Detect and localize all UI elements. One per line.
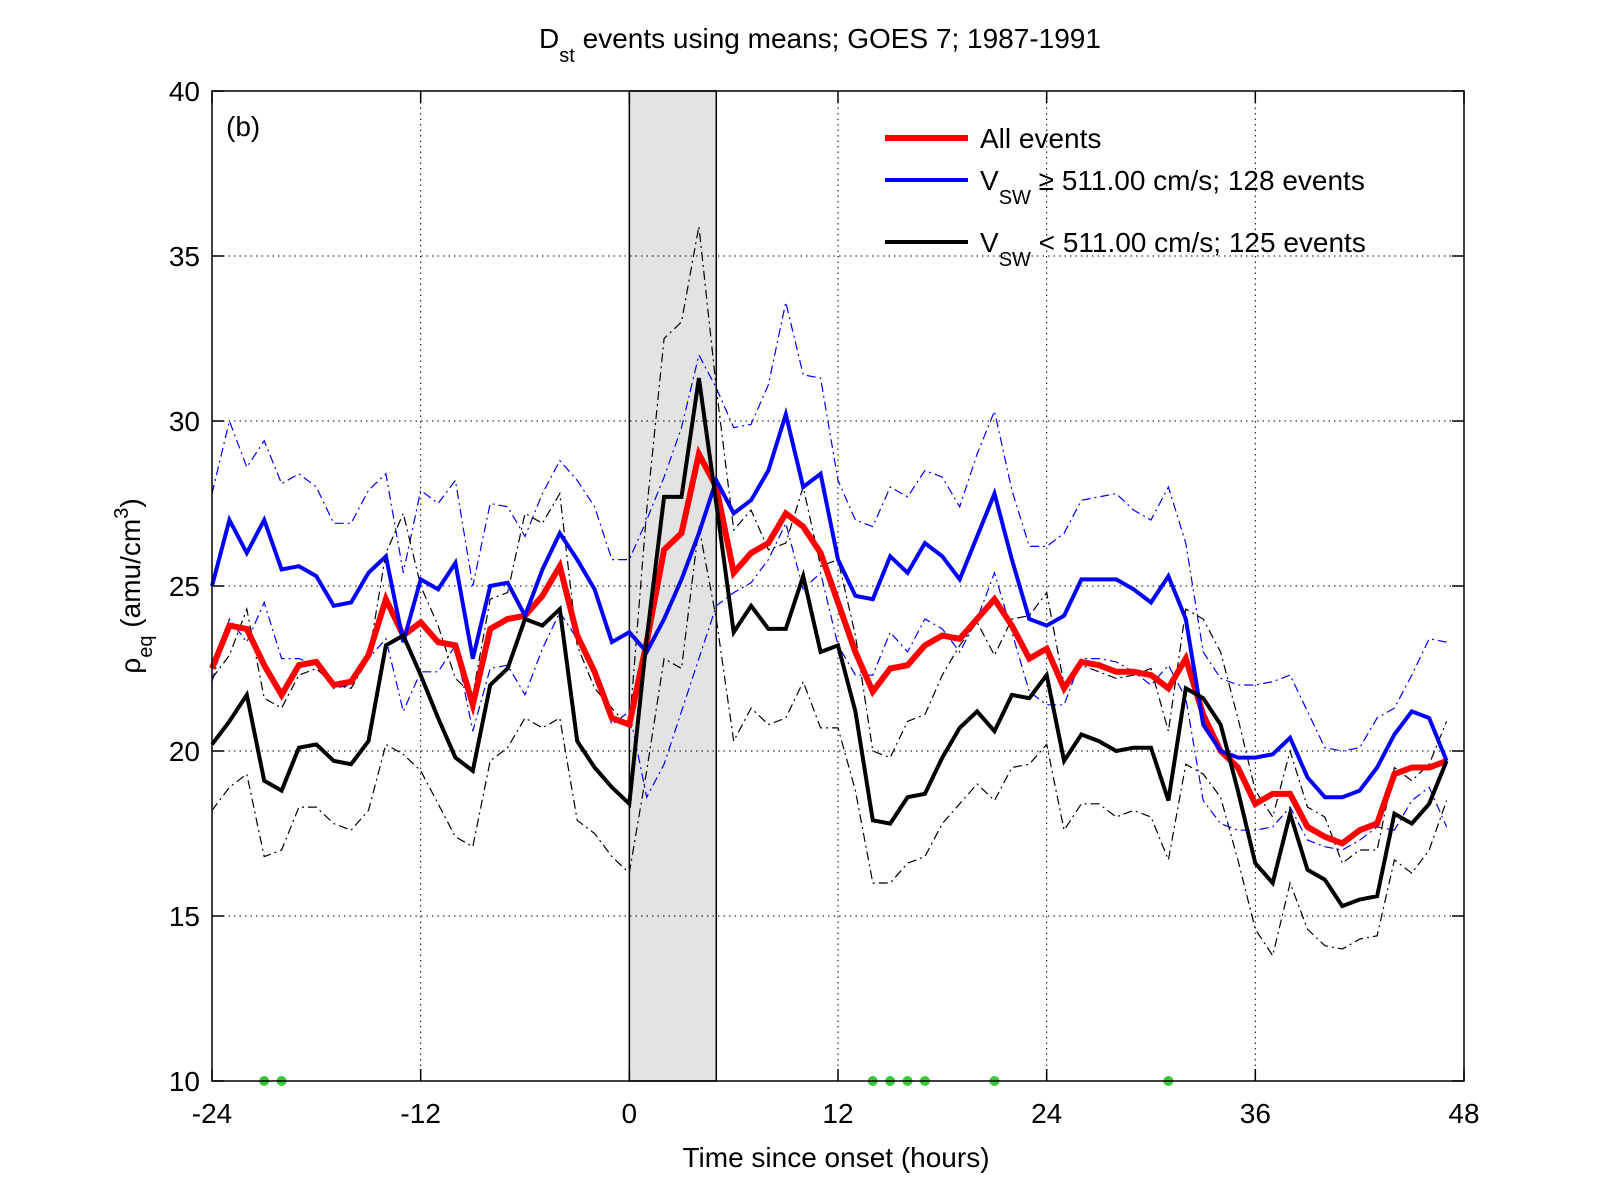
chart-title: Dst events using means; GOES 7; 1987-199… — [539, 23, 1101, 67]
y-tick-label: 40 — [169, 76, 200, 107]
series-line — [210, 377, 1449, 909]
series-line — [210, 406, 1449, 800]
legend-name-sub: SW — [999, 187, 1031, 209]
legend-name: All events — [980, 123, 1101, 154]
panel-label: (b) — [226, 111, 260, 142]
title-rest: events using means; GOES 7; 1987-1991 — [575, 23, 1101, 54]
legend-name-rest: ≥ 511.00 cm/s; 128 events — [1031, 165, 1365, 196]
legend-name: V — [980, 227, 999, 258]
envelope-line — [211, 521, 1448, 851]
ylabel-end: ) — [115, 498, 146, 507]
legend-name-sub: SW — [999, 249, 1031, 271]
envelope-line — [211, 302, 1447, 752]
ylabel-sup: 3 — [111, 508, 133, 519]
legend-name-rest: < 511.00 cm/s; 125 events — [1031, 227, 1366, 258]
series-line — [209, 445, 1448, 847]
envelope-line — [211, 226, 1448, 865]
title-sub: st — [559, 45, 575, 67]
x-tick-label: 36 — [1240, 1098, 1271, 1129]
x-tick-label: 0 — [622, 1098, 638, 1129]
y-axis-label: ρeq (amu/cm3) — [111, 498, 157, 673]
ylabel-sub: eq — [135, 635, 157, 657]
legend-name: V — [980, 165, 999, 196]
y-tick-label: 15 — [169, 901, 200, 932]
y-tick-label: 20 — [169, 736, 200, 767]
title-main: D — [539, 23, 559, 54]
axes-box — [211, 90, 1465, 1082]
legend-label: VSW < 511.00 cm/s; 125 events — [980, 227, 1366, 271]
ylabel-main: ρ — [115, 658, 146, 674]
y-tick-label: 30 — [169, 406, 200, 437]
x-tick-label: 48 — [1448, 1098, 1479, 1129]
x-axis-label: Time since onset (hours) — [682, 1142, 989, 1173]
x-tick-label: 12 — [822, 1098, 853, 1129]
x-tick-label: -12 — [400, 1098, 440, 1129]
y-tick-label: 10 — [169, 1066, 200, 1097]
legend-label: VSW ≥ 511.00 cm/s; 128 events — [980, 165, 1365, 209]
legend-label: All events — [980, 123, 1101, 154]
ylabel-rest: (amu/cm — [115, 519, 146, 636]
y-tick-label: 35 — [169, 241, 200, 272]
y-tick-label: 25 — [169, 571, 200, 602]
x-tick-label: -24 — [192, 1098, 232, 1129]
envelope-line — [211, 526, 1448, 958]
x-tick-label: 24 — [1031, 1098, 1062, 1129]
